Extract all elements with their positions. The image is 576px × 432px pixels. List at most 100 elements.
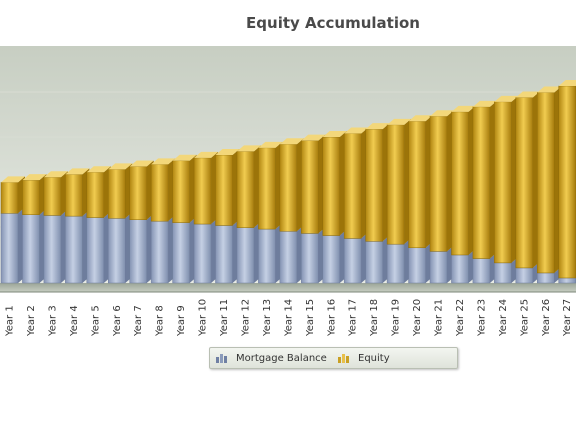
plot-floor	[0, 283, 576, 292]
legend-label-mortgage-balance: Mortgage Balance	[236, 352, 327, 364]
x-tick-label-year-17: Year 17	[348, 299, 359, 337]
bar-top-equity-year-25	[515, 91, 540, 98]
bar-top-equity-year-14	[279, 138, 304, 145]
bar-top-equity-year-24	[494, 95, 519, 102]
bar-equity-year-12	[236, 151, 255, 228]
bar-equity-year-4	[65, 174, 83, 217]
x-tick-label-year-19: Year 19	[391, 299, 402, 337]
bar-mortgage-balance-year-7	[129, 219, 147, 284]
bar-mortgage-balance-year-2	[22, 214, 40, 284]
bar-mortgage-balance-year-17	[343, 238, 362, 284]
bar-equity-year-16	[322, 136, 340, 236]
bar-equity-year-3	[43, 177, 62, 216]
bar-equity-year-20	[408, 120, 426, 249]
bar-mortgage-balance-year-4	[65, 215, 83, 284]
x-tick-label-year-3: Year 3	[47, 305, 58, 337]
x-tick-label-year-10: Year 10	[198, 299, 209, 337]
bar-top-equity-year-11	[215, 149, 240, 156]
x-tick-label-year-1: Year 1	[5, 305, 16, 337]
bar-mortgage-balance-year-20	[408, 247, 426, 284]
bar-equity-year-8	[150, 164, 169, 222]
legend-item-mortgage-balance[interactable]: Mortgage Balance	[216, 351, 327, 365]
bar-equity-year-25	[515, 97, 534, 269]
bar-top-equity-year-5	[86, 166, 111, 173]
x-tick-label-year-11: Year 11	[219, 299, 230, 337]
chart-title: Equity Accumulation	[246, 14, 420, 32]
bar-mortgage-balance-year-3	[43, 215, 62, 284]
bar-top-equity-year-6	[108, 163, 133, 170]
bar-top-equity-year-13	[258, 141, 283, 148]
bar-mortgage-balance-year-10	[193, 223, 212, 284]
bar-equity-year-10	[193, 157, 212, 225]
bar-equity-year-5	[86, 172, 105, 218]
bar-chart-icon	[338, 354, 349, 363]
legend: Mortgage Balance Equity	[209, 347, 458, 369]
x-tick-label-year-21: Year 21	[434, 299, 445, 337]
bar-mortgage-balance-year-25	[515, 267, 534, 284]
bar-top-equity-year-23	[472, 100, 497, 107]
bar-equity-year-7	[129, 166, 147, 220]
bar-mortgage-balance-year-22	[451, 254, 469, 284]
bar-top-equity-year-18	[365, 123, 390, 130]
bar-mortgage-balance-year-19	[386, 243, 405, 284]
bar-equity-year-26	[537, 92, 555, 274]
bar-equity-year-1	[0, 182, 19, 214]
bar-equity-year-27	[558, 85, 576, 279]
bar-top-equity-year-10	[194, 151, 219, 158]
bar-equity-year-9	[172, 160, 190, 223]
bar-equity-year-18	[365, 128, 383, 242]
bar-mortgage-balance-year-16	[322, 235, 340, 284]
x-tick-label-year-5: Year 5	[90, 305, 101, 337]
bar-top-equity-year-27	[558, 80, 576, 86]
bar-top-equity-year-17	[344, 127, 369, 134]
x-tick-label-year-9: Year 9	[176, 305, 187, 337]
bar-equity-year-2	[22, 179, 40, 215]
x-tick-label-year-12: Year 12	[240, 299, 251, 337]
bar-mortgage-balance-year-9	[172, 222, 190, 284]
x-tick-label-year-8: Year 8	[155, 305, 166, 337]
x-tick-label-year-20: Year 20	[412, 299, 423, 337]
bar-equity-year-17	[343, 133, 362, 239]
x-tick-label-year-27: Year 27	[562, 299, 573, 337]
x-tick-label-year-22: Year 22	[455, 299, 466, 337]
bar-equity-year-15	[301, 140, 319, 234]
bar-chart-icon	[216, 354, 227, 363]
x-tick-label-year-23: Year 23	[476, 299, 487, 337]
bar-top-equity-year-19	[387, 118, 412, 125]
x-tick-label-year-2: Year 2	[26, 305, 37, 337]
bar-mortgage-balance-year-27	[558, 277, 576, 284]
x-tick-label-year-25: Year 25	[519, 299, 530, 337]
bar-equity-year-14	[279, 143, 298, 232]
legend-item-equity[interactable]: Equity	[338, 351, 390, 365]
bar-mortgage-balance-year-14	[279, 230, 298, 284]
x-tick-label-year-16: Year 16	[326, 299, 337, 337]
bar-top-equity-year-2	[22, 174, 47, 181]
bar-mortgage-balance-year-23	[472, 258, 491, 284]
x-tick-label-year-7: Year 7	[133, 305, 144, 337]
bar-mortgage-balance-year-21	[429, 251, 448, 284]
bar-equity-year-13	[258, 147, 276, 230]
bar-mortgage-balance-year-15	[301, 233, 319, 284]
bar-top-equity-year-4	[65, 168, 90, 175]
x-tick-label-year-26: Year 26	[541, 299, 552, 337]
bar-mortgage-balance-year-13	[258, 228, 276, 284]
bar-equity-year-24	[494, 101, 512, 264]
x-tick-label-year-18: Year 18	[369, 299, 380, 337]
bar-equity-year-11	[215, 154, 233, 226]
x-tick-label-year-15: Year 15	[305, 299, 316, 337]
bar-mortgage-balance-year-12	[236, 227, 255, 284]
x-tick-label-year-13: Year 13	[262, 299, 273, 337]
legend-label-equity: Equity	[358, 352, 390, 364]
bar-mortgage-balance-year-24	[494, 262, 512, 284]
bar-equity-year-21	[429, 115, 448, 252]
bar-top-equity-year-12	[236, 145, 261, 152]
x-tick-label-year-6: Year 6	[112, 305, 123, 337]
bar-top-equity-year-22	[451, 105, 476, 112]
bar-top-equity-year-20	[408, 115, 433, 122]
bar-mortgage-balance-year-5	[86, 217, 105, 284]
x-tick-label-year-24: Year 24	[498, 299, 509, 337]
bar-equity-year-6	[108, 169, 126, 219]
bar-top-equity-year-9	[172, 154, 197, 161]
bar-mortgage-balance-year-26	[537, 272, 555, 284]
